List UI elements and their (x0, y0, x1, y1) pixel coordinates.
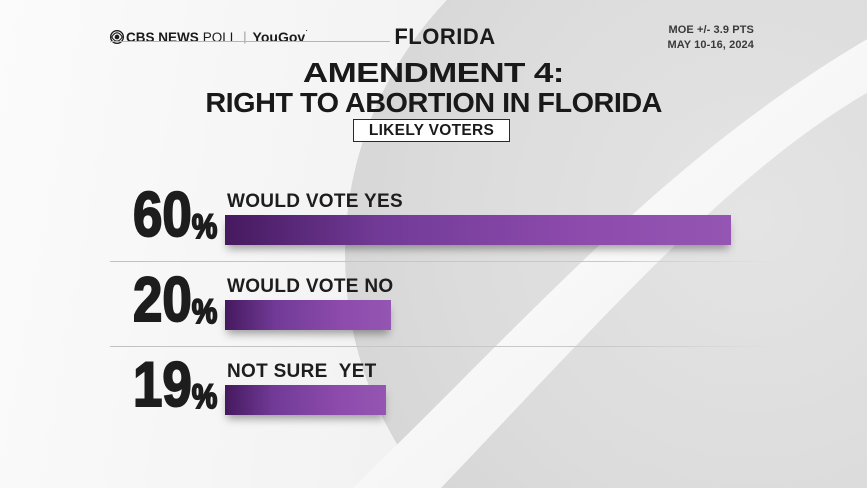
svg-text:60%: 60% (133, 180, 217, 250)
svg-text:20%: 20% (133, 265, 217, 335)
svg-text:19%: 19% (133, 350, 217, 420)
